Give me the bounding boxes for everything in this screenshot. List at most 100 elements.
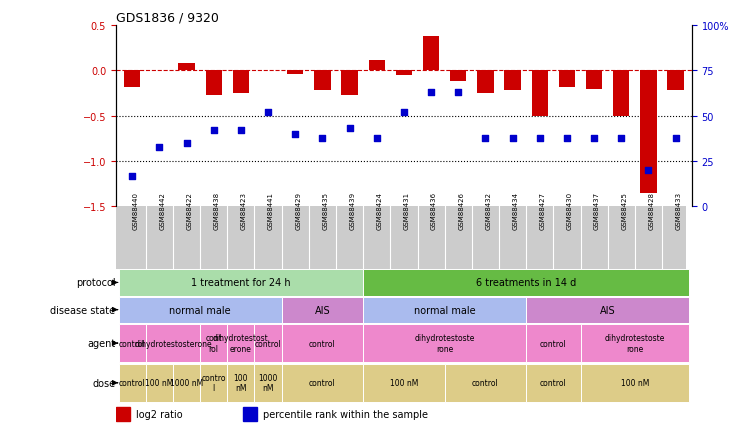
Bar [287,71,304,75]
Text: GSM88425: GSM88425 [622,191,628,229]
Bar [450,71,467,82]
Text: GSM88431: GSM88431 [404,191,410,229]
Text: dihydrotestoste
rone: dihydrotestoste rone [414,334,475,353]
Text: GSM88436: GSM88436 [431,191,437,229]
Point [371,135,383,142]
Bar [477,71,494,94]
Bar [119,324,146,362]
Point [289,131,301,138]
Text: AIS: AIS [600,305,616,315]
Bar [444,364,526,402]
Text: dose: dose [92,378,115,388]
Text: 100 nM: 100 nM [390,378,418,388]
Text: control: control [540,339,567,348]
Point [398,109,410,116]
Bar [613,71,629,116]
Text: GSM88433: GSM88433 [675,191,681,229]
Text: dihydrotestoste
rone: dihydrotestoste rone [604,334,665,353]
Text: GSM88423: GSM88423 [241,191,247,229]
Text: dihydrotestost
erone: dihydrotestost erone [213,334,269,353]
Text: GSM88437: GSM88437 [594,191,600,229]
Point [262,109,274,116]
Text: 1000 nM: 1000 nM [170,378,203,388]
Bar [227,324,254,362]
Text: GSM88429: GSM88429 [295,191,301,229]
Bar [282,297,364,323]
Text: control: control [255,339,281,348]
Text: GSM88442: GSM88442 [159,191,165,229]
Bar [580,364,689,402]
Text: GSM88432: GSM88432 [485,191,491,229]
Bar [124,71,141,88]
Text: GSM88424: GSM88424 [377,191,383,229]
Bar [526,364,580,402]
Bar [119,270,364,296]
Point [425,89,437,96]
Text: protocol: protocol [76,278,115,288]
Point [126,173,138,180]
Text: GSM88428: GSM88428 [649,191,654,229]
Bar [254,324,282,362]
Bar [369,60,385,71]
Text: 100 nM: 100 nM [145,378,174,388]
Text: control: control [119,339,146,348]
Text: control: control [309,339,336,348]
Text: control: control [119,378,146,388]
Text: disease state: disease state [50,305,115,315]
Text: 6 treatments in 14 d: 6 treatments in 14 d [476,278,576,288]
Text: control: control [309,378,336,388]
Text: dihydrotestosterone: dihydrotestosterone [134,339,212,348]
Bar [146,324,200,362]
Point [534,135,546,142]
Text: GSM88427: GSM88427 [540,191,546,229]
Bar [526,324,580,362]
Text: 1 treatment for 24 h: 1 treatment for 24 h [191,278,291,288]
Text: GDS1836 / 9320: GDS1836 / 9320 [116,12,219,25]
Point [453,89,465,96]
Point [235,128,247,135]
Text: GSM88438: GSM88438 [214,191,220,229]
Bar [364,364,444,402]
Text: normal male: normal male [414,305,476,315]
Text: cont
rol: cont rol [206,334,222,353]
Bar [341,71,358,96]
Bar [282,364,364,402]
Point [208,128,220,135]
Bar [173,364,200,402]
Text: GSM88422: GSM88422 [186,191,192,229]
Text: GSM88426: GSM88426 [459,191,465,229]
Bar [559,71,575,88]
Text: 100
nM: 100 nM [233,373,248,393]
Text: GSM88441: GSM88441 [268,191,274,229]
Bar [179,64,194,71]
Point [506,135,518,142]
Point [588,135,600,142]
Point [180,140,192,147]
Text: 1000
nM: 1000 nM [258,373,278,393]
Point [343,126,355,133]
Text: GSM88430: GSM88430 [567,191,573,229]
Text: GSM88434: GSM88434 [512,191,518,229]
Bar [254,364,282,402]
Bar [667,71,684,91]
Text: log2 ratio: log2 ratio [136,409,183,419]
Text: normal male: normal male [169,305,231,315]
Bar [206,71,222,96]
Bar [364,297,526,323]
Text: 100 nM: 100 nM [621,378,649,388]
Point [669,135,681,142]
Text: contro
l: contro l [201,373,226,393]
Bar [314,71,331,91]
Text: control: control [540,378,567,388]
Point [479,135,491,142]
Text: GSM88440: GSM88440 [132,191,138,229]
Bar [227,364,254,402]
Bar [532,71,548,116]
Bar [423,37,439,71]
Point [316,135,328,142]
Bar [282,324,364,362]
Bar [119,364,146,402]
Bar [146,364,173,402]
Point [643,168,654,174]
Bar [200,364,227,402]
